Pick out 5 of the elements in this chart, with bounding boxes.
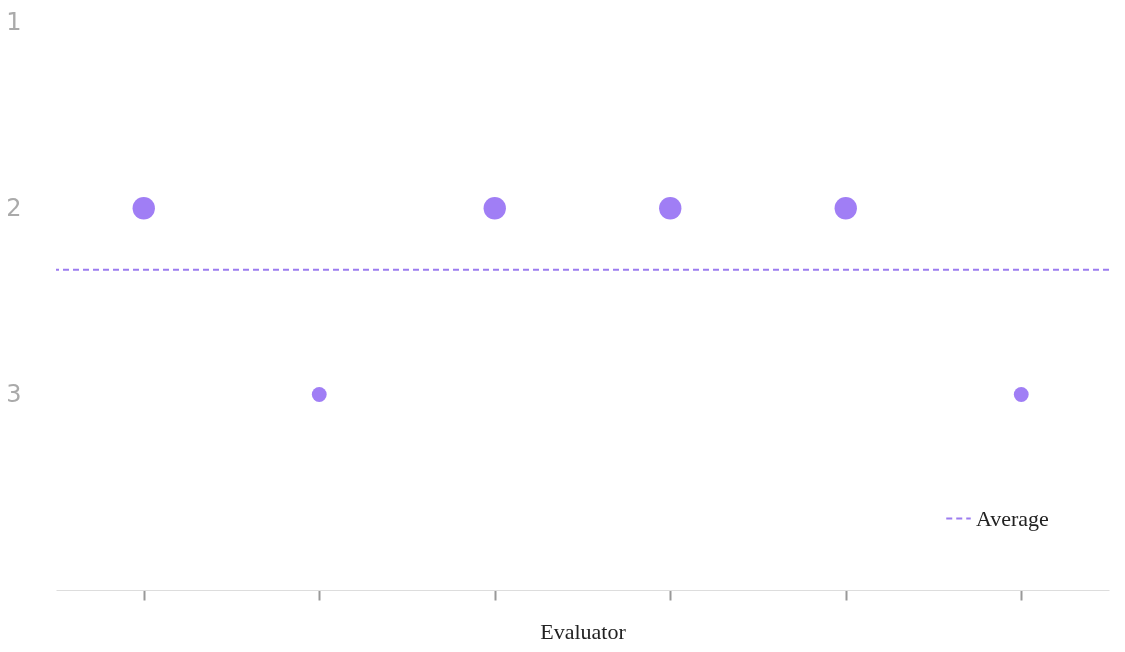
y-tick-label: 3 (6, 379, 22, 408)
x-axis-title: Evaluator (540, 618, 627, 644)
legend-label: Average (976, 505, 1049, 531)
y-tick-label: 2 (6, 193, 22, 222)
y-tick-label: 1 (6, 7, 22, 36)
